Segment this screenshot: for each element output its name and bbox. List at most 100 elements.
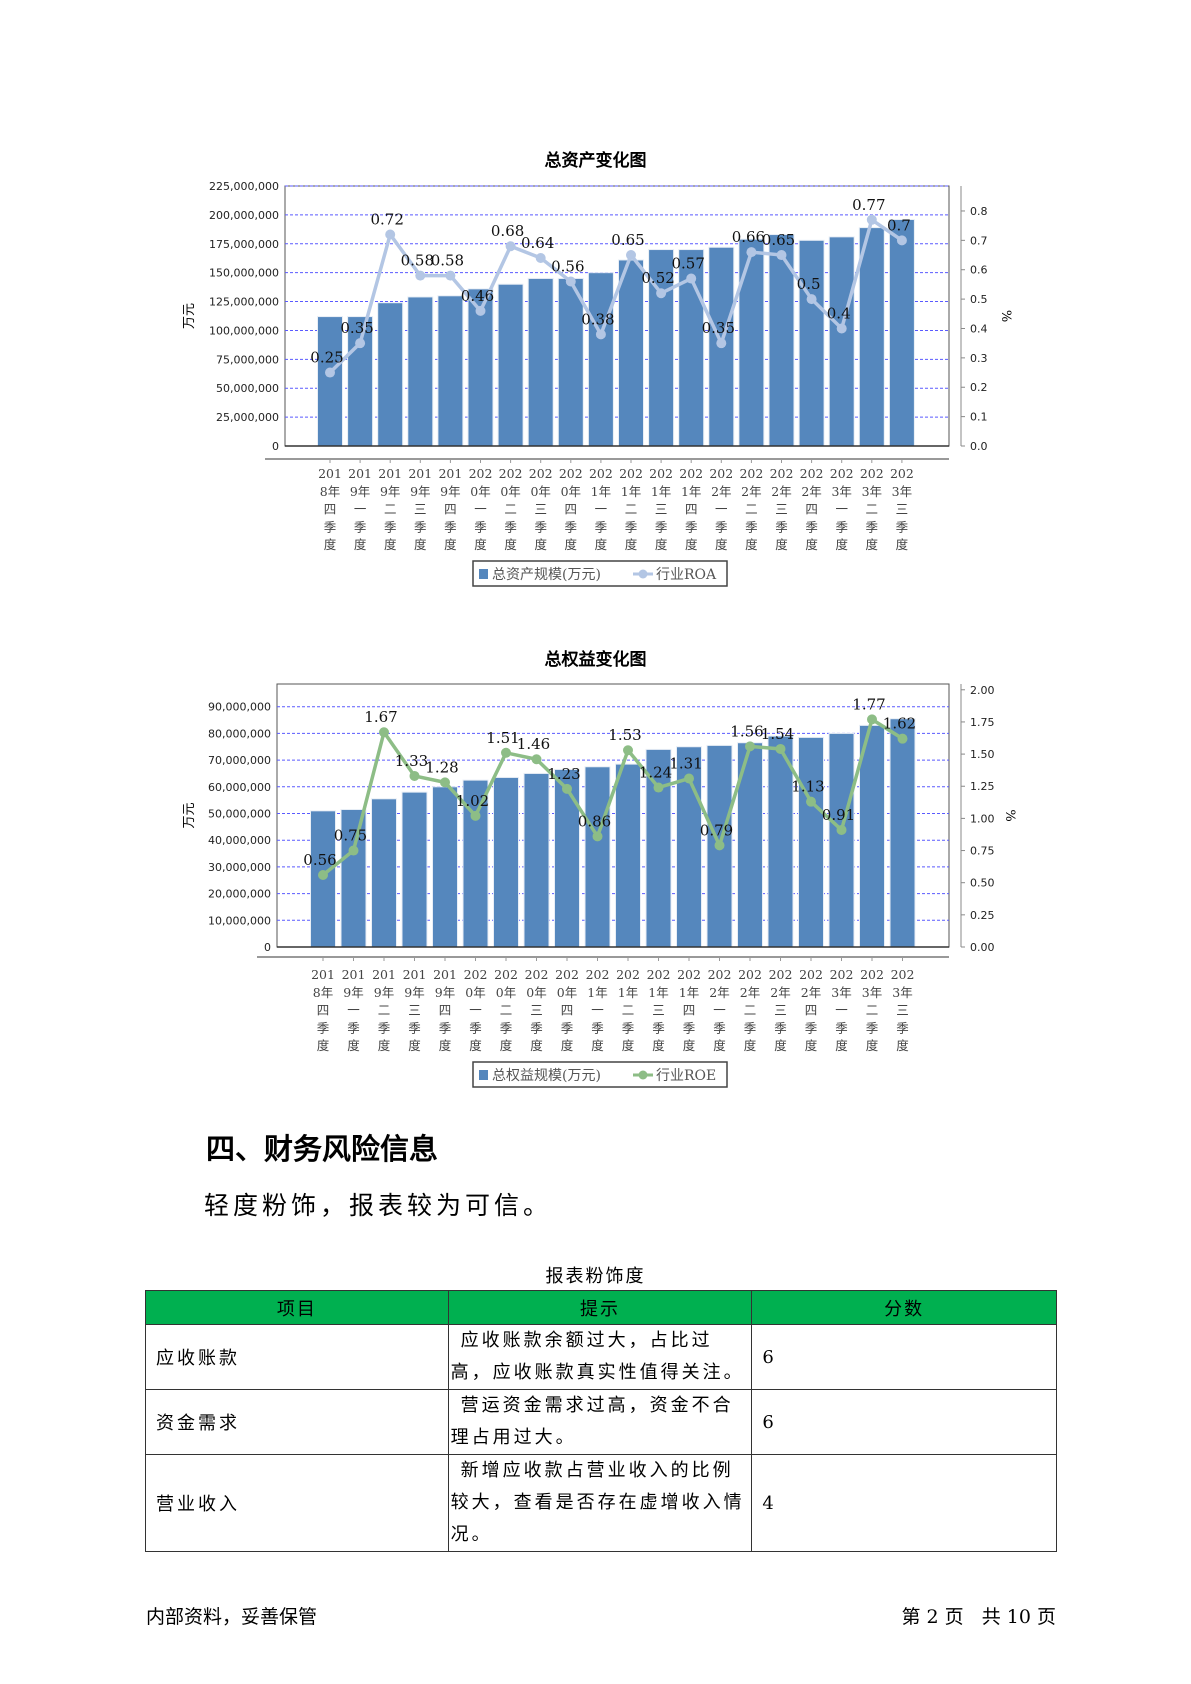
y2-tick-label: 0.25 — [970, 909, 995, 922]
x-tick-label: 202 1年二季度 — [619, 466, 643, 552]
bar — [340, 808, 367, 948]
y-tick-label: 80,000,000 — [208, 727, 271, 740]
y-tick-label: 20,000,000 — [208, 888, 271, 901]
data-label: 1.23 — [547, 765, 580, 783]
line-point — [776, 250, 787, 261]
x-tick-label: 202 1年一季度 — [589, 466, 613, 552]
data-label: 0.52 — [641, 269, 674, 287]
line-point — [385, 229, 396, 240]
y2-tick-label: 0.2 — [970, 381, 988, 394]
charts-canvas: 0 25,000,000 50,000,000 75,000,000 100,000,0… — [182, 180, 1017, 1088]
data-label: 0.86 — [578, 812, 611, 830]
data-label: 0.56 — [303, 851, 336, 869]
cell-tip: 新增应收款占营业收入的比例较大，查看是否存在虚增收入情况。 — [447, 1454, 753, 1552]
line-point — [475, 305, 486, 316]
bar — [527, 277, 554, 447]
y2-tick-label: 0.00 — [970, 941, 995, 954]
line-point — [684, 773, 694, 784]
whitewash-table: 项目 提示 分数 应收账款 应收账款余额过大，占比过高，应收账款真实性值得关注。… — [145, 1290, 1057, 1552]
x-tick-label: 202 2年四季度 — [800, 466, 824, 552]
x-tick-label: 201 8年四季度 — [318, 466, 342, 552]
line-point — [806, 294, 817, 305]
chart-title-total-equity: 总权益变化图 — [544, 650, 647, 670]
y2-tick-label: 0.4 — [970, 322, 988, 335]
y2-axis-title: % — [998, 310, 1013, 322]
data-label: 1.33 — [395, 752, 428, 770]
legend-label-line: 行业ROA — [656, 567, 717, 583]
bar — [618, 259, 644, 447]
legend-label-line: 行业ROE — [656, 1068, 716, 1084]
bar — [798, 239, 825, 447]
cell-item: 应收账款 — [145, 1324, 449, 1390]
line-point — [897, 733, 908, 744]
data-label: 1.77 — [852, 695, 885, 713]
data-label: 0.38 — [581, 310, 614, 328]
y-tick-label: 225,000,000 — [209, 180, 279, 193]
x-tick-label: 202 2年一季度 — [709, 466, 733, 552]
y-tick-label: 25,000,000 — [216, 411, 279, 424]
y2-tick-label: 0.8 — [970, 205, 988, 218]
y-tick-label: 60,000,000 — [208, 781, 271, 794]
y-tick-label: 90,000,000 — [208, 701, 271, 714]
cell-item: 营业收入 — [145, 1454, 449, 1552]
bar — [888, 219, 915, 447]
bar — [377, 302, 404, 447]
data-label: 0.64 — [521, 234, 554, 252]
bar — [401, 791, 428, 948]
bar — [584, 766, 611, 948]
bar — [828, 732, 855, 948]
bar — [437, 295, 464, 447]
bar — [889, 718, 916, 948]
data-label: 1.02 — [456, 792, 489, 810]
x-tick-label: 202 2年一季度 — [708, 967, 732, 1053]
data-label: 0.58 — [401, 252, 434, 270]
line-point — [623, 745, 633, 756]
line-point — [325, 367, 335, 378]
y2-tick-label: 0.5 — [970, 293, 988, 306]
y-tick-label: 200,000,000 — [209, 209, 279, 222]
x-tick-label: 202 0年一季度 — [469, 466, 493, 552]
data-label: 0.77 — [852, 196, 885, 214]
data-label: 1.46 — [517, 735, 550, 753]
line-point — [445, 270, 456, 281]
legend-marker — [638, 569, 648, 579]
table-row: 资金需求 营运资金需求过高，资金不合理占用过大。 6 — [145, 1389, 1057, 1455]
x-tick-label: 202 3年二季度 — [860, 466, 884, 552]
chart-title-total-assets: 总资产变化图 — [544, 151, 647, 171]
chart-0: 0 25,000,000 50,000,000 75,000,000 100,000,0… — [182, 180, 1013, 587]
bar — [645, 748, 672, 948]
data-label: 0.5 — [797, 275, 821, 293]
footer-note: 内部资料，妥善保管 — [146, 1606, 318, 1628]
legend: 总资产规模(万元) 行业ROA — [472, 560, 728, 587]
x-tick-label: 202 1年二季度 — [616, 967, 640, 1053]
x-tick-label: 202 0年三季度 — [525, 967, 549, 1053]
section-summary: 轻度粉饰，报表较为可信。 — [204, 1191, 553, 1220]
line-point — [656, 288, 667, 299]
data-label: 1.13 — [791, 778, 824, 796]
x-tick-label: 201 9年一季度 — [348, 466, 372, 552]
cell-item: 资金需求 — [145, 1389, 449, 1455]
line-point — [379, 727, 389, 738]
line-point — [745, 741, 755, 752]
y-axis-title: 万元 — [182, 802, 197, 828]
line-series — [321, 716, 904, 877]
y-tick-label: 50,000,000 — [216, 382, 279, 395]
data-label: 0.25 — [310, 349, 343, 367]
x-tick-label: 202 0年一季度 — [464, 967, 488, 1053]
y-tick-label: 125,000,000 — [209, 296, 279, 309]
data-label: 0.91 — [822, 806, 855, 824]
line-point — [806, 796, 816, 807]
y2-tick-label: 0.50 — [970, 877, 995, 890]
legend-box — [472, 560, 728, 587]
line-point — [535, 252, 546, 263]
line-point — [716, 338, 727, 349]
data-label: 0.35 — [340, 319, 373, 337]
y2-axis-title: % — [1002, 809, 1017, 821]
y2-tick-label: 1.75 — [970, 716, 995, 729]
line-point — [440, 777, 450, 788]
bar — [859, 724, 885, 948]
x-tick-label: 202 0年三季度 — [529, 466, 553, 552]
line-point — [746, 247, 757, 258]
x-tick-label: 202 3年一季度 — [830, 466, 854, 552]
bar — [317, 316, 343, 447]
